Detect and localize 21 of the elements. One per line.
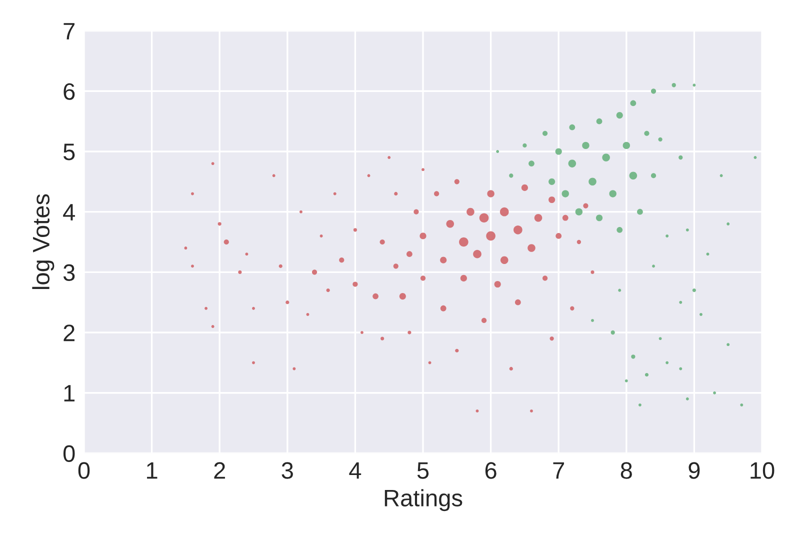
y-tick-label: 1 <box>64 385 75 402</box>
x-tick-label: 9 <box>688 462 700 479</box>
x-tick-label: 0 <box>78 462 90 479</box>
x-tick-label: 1 <box>147 462 158 479</box>
y-tick-label: 0 <box>63 445 75 462</box>
x-tick-label: 10 <box>750 462 774 479</box>
y-axis-title: log Votes <box>32 194 54 289</box>
x-tick-label: 5 <box>417 462 429 479</box>
y-tick-label: 7 <box>64 23 74 40</box>
y-tick-label: 4 <box>63 204 75 220</box>
x-tick-label: 8 <box>620 462 632 479</box>
y-tick-label: 3 <box>63 264 75 281</box>
y-tick-label: 2 <box>64 324 74 342</box>
x-tick-label: 3 <box>282 462 293 479</box>
x-tick-label: 2 <box>214 462 225 479</box>
x-tick-label: 7 <box>553 462 564 479</box>
x-axis-title: Ratings <box>384 489 462 512</box>
y-tick-label: 6 <box>64 83 75 100</box>
y-tick-label: 5 <box>63 144 75 160</box>
x-tick-label: 4 <box>349 462 362 479</box>
x-tick-label: 6 <box>485 462 496 479</box>
